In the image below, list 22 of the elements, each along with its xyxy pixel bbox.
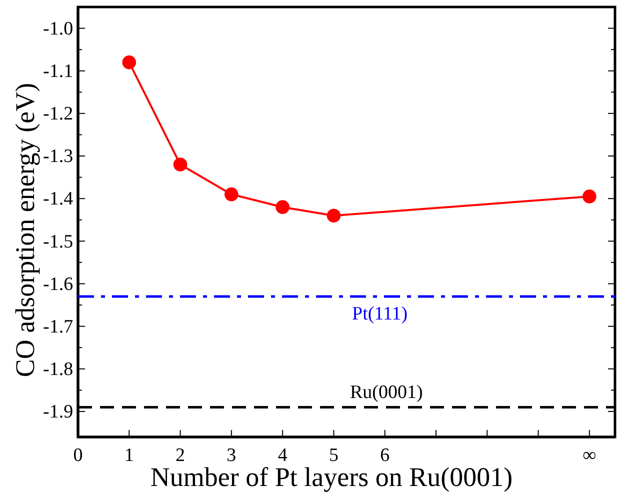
y-tick-label: -1.9 [43,402,74,423]
ref-line-label: Pt(111) [352,304,408,325]
x-tick-label: ∞ [582,444,596,466]
y-tick-label: -1.8 [43,358,74,380]
y-tick-label: -1.3 [43,146,74,168]
y-tick-label: -1.0 [43,18,74,40]
x-tick-label: 1 [124,444,134,466]
x-tick-label: 0 [73,444,83,466]
point [326,208,341,223]
point [173,158,188,172]
y-tick-label: -1.1 [43,60,74,82]
point [122,55,136,70]
point [224,187,238,202]
y-axis-title: CO adsorption energy (eV) [10,82,40,378]
y-tick-label: -1.2 [43,104,74,125]
y-tick-label: -1.7 [43,316,74,338]
point [582,190,596,204]
y-tick-label: -1.6 [43,274,74,295]
y-tick-label: -1.5 [43,231,74,252]
ref-line-label: Ru(0001) [350,382,423,404]
point [276,200,290,214]
y-tick-label: -1.4 [43,188,74,210]
